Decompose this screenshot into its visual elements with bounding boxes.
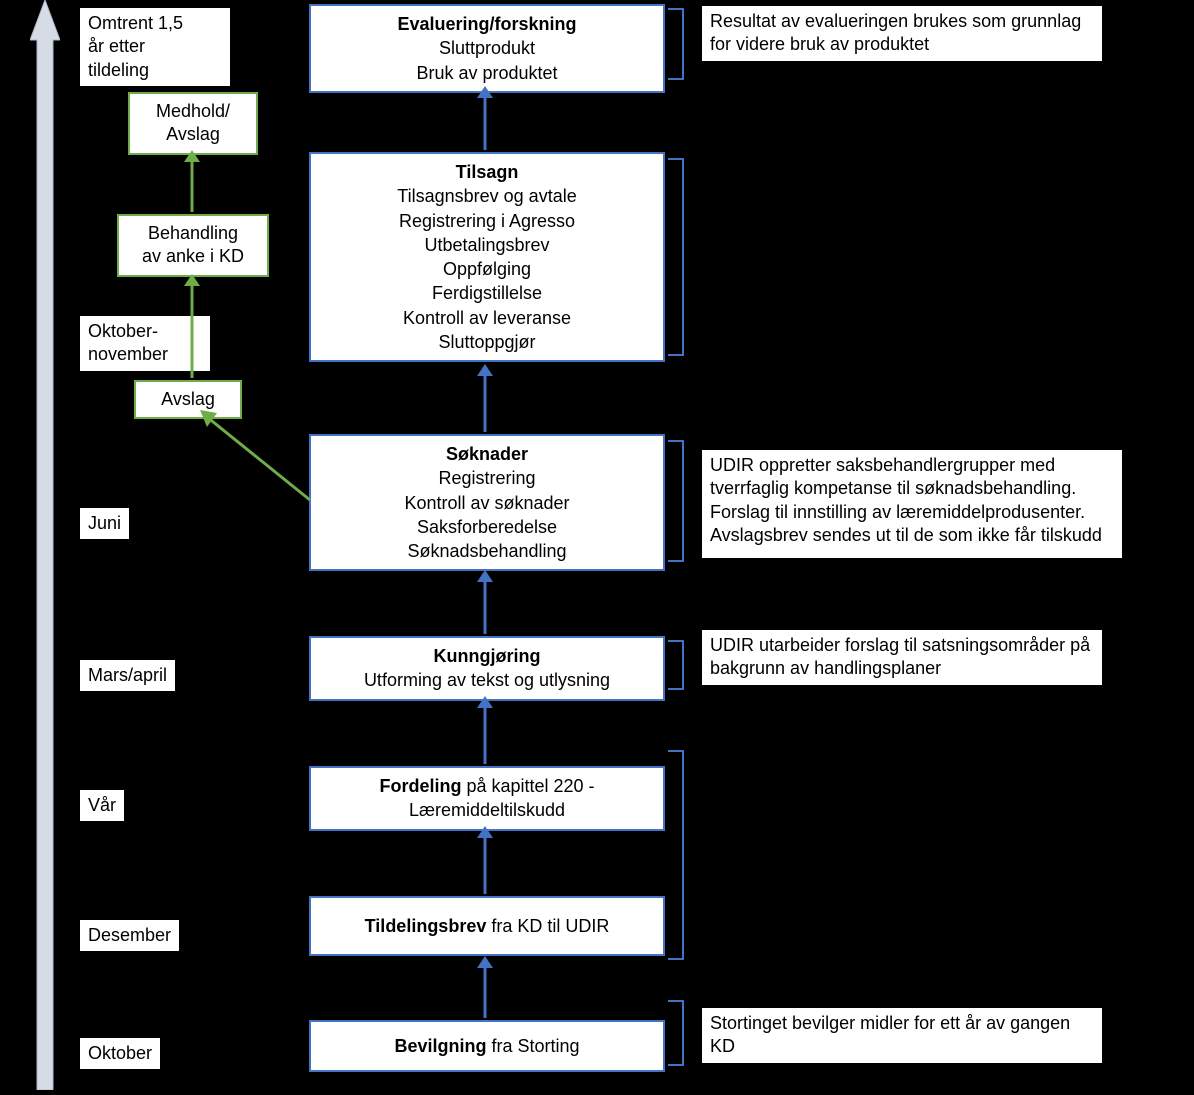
box-line: Utforming av tekst og utlysning xyxy=(321,668,653,692)
label-text: år etter xyxy=(88,36,145,56)
box-line: Sluttprodukt xyxy=(321,36,653,60)
note-soknader: UDIR oppretter saksbehandlergrupper med … xyxy=(702,450,1122,558)
arrow-up-green-icon xyxy=(182,150,202,212)
arrow-up-icon xyxy=(475,826,495,894)
box-line: Bruk av produktet xyxy=(321,61,653,85)
timeline-arrow xyxy=(30,0,60,1090)
label-text: Vår xyxy=(88,795,116,815)
box-line: Kontroll av leveranse xyxy=(321,306,653,330)
box-line: Registrering xyxy=(321,466,653,490)
box-title: Kunngjøring xyxy=(321,644,653,668)
box-line: av anke i KD xyxy=(142,246,244,266)
arrow-up-green-icon xyxy=(182,274,202,378)
box-tilsagn: Tilsagn Tilsagnsbrev og avtale Registrer… xyxy=(309,152,665,362)
time-label-desember: Desember xyxy=(80,920,179,951)
note-text: UDIR utarbeider forslag til satsningsomr… xyxy=(710,635,1090,678)
bracket-eval xyxy=(668,8,684,80)
time-label-juni: Juni xyxy=(80,508,129,539)
box-title: Søknader xyxy=(321,442,653,466)
note-text: UDIR oppretter saksbehandlergrupper med … xyxy=(710,455,1102,545)
box-title: Tilsagn xyxy=(321,160,653,184)
box-line: Søknadsbehandling xyxy=(321,539,653,563)
note-text: Stortinget bevilger midler for ett år av… xyxy=(710,1013,1070,1056)
box-line: Tilsagnsbrev og avtale xyxy=(321,184,653,208)
label-text: Desember xyxy=(88,925,171,945)
label-text: Oktober- xyxy=(88,321,158,341)
arrow-up-icon xyxy=(475,956,495,1018)
arrow-up-icon xyxy=(475,364,495,432)
box-line: Kontroll av søknader xyxy=(321,491,653,515)
box-line: Avslag xyxy=(166,124,220,144)
box-evaluering: Evaluering/forskning Sluttprodukt Bruk a… xyxy=(309,4,665,93)
bracket-kunngjoring xyxy=(668,640,684,690)
bracket-group xyxy=(668,750,684,960)
box-line: Medhold/ xyxy=(156,101,230,121)
label-text: november xyxy=(88,344,168,364)
time-label-oktober: Oktober xyxy=(80,1038,160,1069)
time-label-omtrent: Omtrent 1,5 år etter tildeling xyxy=(80,8,230,86)
note-kunngjoring: UDIR utarbeider forslag til satsningsomr… xyxy=(702,630,1102,685)
note-text: Resultat av evalueringen brukes som grun… xyxy=(710,11,1081,54)
arrow-up-icon xyxy=(475,696,495,764)
bracket-tilsagn xyxy=(668,158,684,356)
box-line: Ferdigstillelse xyxy=(321,281,653,305)
box-tildelingsbrev: Tildelingsbrev fra KD til UDIR xyxy=(309,896,665,956)
box-line: Utbetalingsbrev xyxy=(321,233,653,257)
label-text: Oktober xyxy=(88,1043,152,1063)
time-label-var: Vår xyxy=(80,790,124,821)
greenbox-behandling: Behandling av anke i KD xyxy=(117,214,269,277)
box-bevilgning: Bevilgning fra Storting xyxy=(309,1020,665,1072)
label-text: Omtrent 1,5 xyxy=(88,13,183,33)
box-content: Tildelingsbrev fra KD til UDIR xyxy=(365,916,610,936)
box-title: Evaluering/forskning xyxy=(321,12,653,36)
note-eval: Resultat av evalueringen brukes som grun… xyxy=(702,6,1102,61)
box-kunngjoring: Kunngjøring Utforming av tekst og utlysn… xyxy=(309,636,665,701)
box-content: Bevilgning fra Storting xyxy=(394,1036,579,1056)
greenbox-medhold: Medhold/ Avslag xyxy=(128,92,258,155)
bracket-bevilgning xyxy=(668,1000,684,1066)
box-line: Behandling xyxy=(148,223,238,243)
arrow-up-icon xyxy=(475,570,495,634)
label-text: tildeling xyxy=(88,60,149,80)
bracket-soknader xyxy=(668,440,684,562)
box-line: Oppfølging xyxy=(321,257,653,281)
arrow-up-icon xyxy=(475,86,495,150)
box-soknader: Søknader Registrering Kontroll av søknad… xyxy=(309,434,665,571)
box-content: Fordeling på kapittel 220 - Læremiddelti… xyxy=(379,776,594,820)
time-label-marsapril: Mars/april xyxy=(80,660,175,691)
box-line: Registrering i Agresso xyxy=(321,209,653,233)
box-line: Sluttoppgjør xyxy=(321,330,653,354)
box-fordeling: Fordeling på kapittel 220 - Læremiddelti… xyxy=(309,766,665,831)
label-text: Juni xyxy=(88,513,121,533)
note-bevilgning: Stortinget bevilger midler for ett år av… xyxy=(702,1008,1102,1063)
box-line: Saksforberedelse xyxy=(321,515,653,539)
label-text: Mars/april xyxy=(88,665,167,685)
arrow-diag-green-icon xyxy=(195,405,315,505)
